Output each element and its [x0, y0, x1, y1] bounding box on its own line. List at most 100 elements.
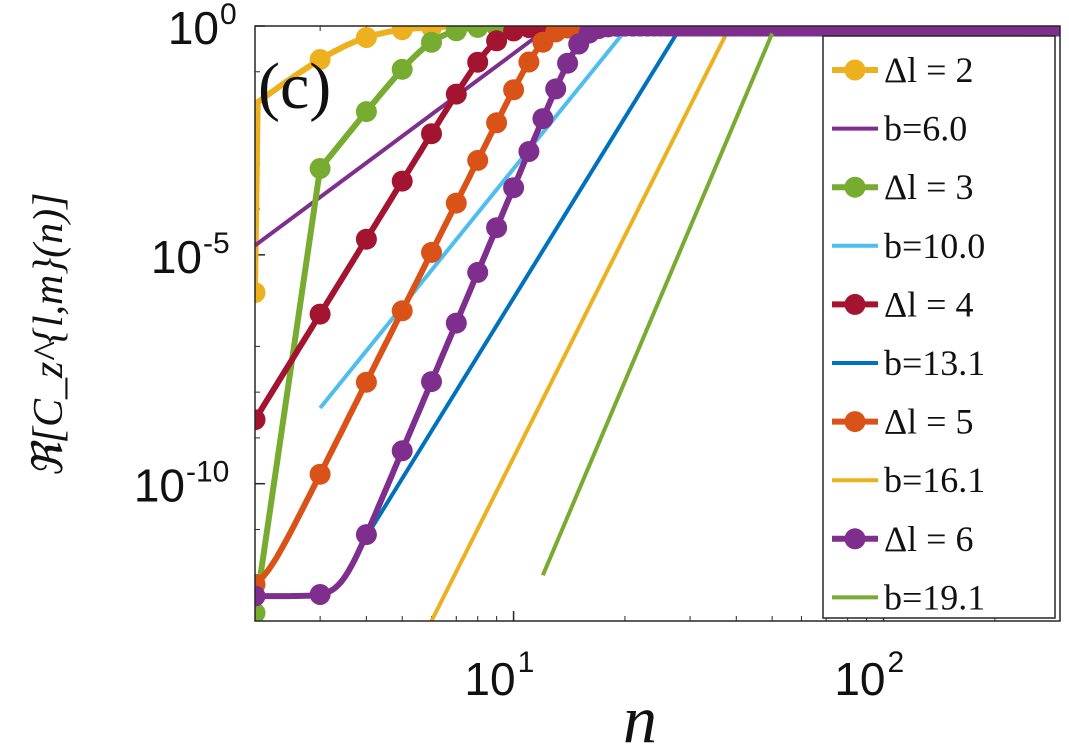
data-point [545, 78, 567, 100]
data-point [532, 108, 554, 130]
x-tick-exponent: 2 [887, 646, 904, 679]
legend-label: b=19.1 [884, 577, 985, 617]
legend-label: Δl = 3 [884, 167, 973, 207]
x-axis-label: n [623, 681, 657, 756]
series-line [255, 26, 1060, 614]
y-tick-base: 10 [134, 460, 185, 512]
legend-entry: Δl = 2 [832, 50, 973, 90]
data-point [421, 123, 442, 145]
data-point [355, 371, 377, 393]
data-point [486, 217, 508, 239]
series-line [255, 26, 1060, 587]
y-tick-base: 10 [168, 2, 219, 54]
y-axis-label: ℜ[C_z^{l,m}(n)] [26, 192, 72, 477]
data-point [309, 49, 331, 70]
legend-label: Δl = 5 [884, 402, 973, 442]
data-point [309, 463, 331, 485]
plot-frame [254, 25, 1061, 622]
legend-entry: b=19.1 [832, 577, 985, 617]
data-point [355, 101, 377, 123]
legend-swatch-marker [844, 59, 866, 81]
data-point [309, 158, 331, 179]
legend: Δl = 2 b=6.0 Δl = 3 b=10.0 Δl = 4 b=13.1 Δl = … [822, 35, 1056, 619]
data-point [503, 177, 525, 199]
data-point [503, 79, 525, 101]
data-point [467, 26, 489, 38]
legend-label: b=16.1 [884, 460, 985, 500]
data-point [421, 31, 442, 53]
fit-line [429, 26, 733, 621]
data-point [309, 584, 331, 605]
legend-entry: Δl = 5 [832, 402, 973, 442]
x-tick-label: 10 1 [464, 646, 534, 705]
x-tick-exponent: 1 [518, 646, 535, 679]
data-point [467, 149, 489, 171]
data-point [309, 303, 331, 325]
fit-b=16.1 [429, 26, 733, 621]
data-point [557, 52, 579, 74]
legend-entry: Δl = 6 [832, 519, 973, 559]
data-point [355, 27, 377, 48]
fit-b=10.0 [318, 26, 632, 410]
data-point [445, 192, 467, 214]
legend-entry: Δl = 3 [832, 167, 973, 207]
fit-line [541, 32, 774, 577]
y-tick-label: 10 -5 [151, 227, 230, 283]
data-point [486, 112, 508, 134]
legend-entry: b=6.0 [832, 109, 967, 149]
x-tick-base: 10 [834, 653, 885, 705]
legend-entry: b=13.1 [832, 343, 985, 383]
legend-label: b=6.0 [884, 109, 967, 149]
legend-label: b=13.1 [884, 343, 985, 383]
legend-label: b=10.0 [884, 226, 985, 266]
y-tick-base: 10 [151, 231, 202, 283]
series-line [255, 26, 1060, 422]
data-point [391, 300, 413, 322]
y-tick-exponent: 0 [220, 0, 237, 31]
legend-swatch-marker [844, 293, 866, 315]
fit-line [360, 26, 684, 545]
legend-label: Δl = 6 [884, 519, 973, 559]
legend-swatch-marker [844, 411, 866, 433]
y-tick-exponent: -10 [186, 456, 229, 489]
legend-label: Δl = 2 [884, 50, 973, 90]
fit-b=19.1 [541, 32, 774, 577]
fit-line [255, 26, 555, 248]
fit-line [318, 26, 632, 410]
data-point [1049, 26, 1060, 37]
x-tick-label: 10 2 [834, 646, 904, 705]
x-tick-base: 10 [464, 653, 515, 705]
legend-swatch-marker [844, 176, 866, 198]
data-point [255, 409, 266, 431]
data-point [486, 30, 508, 52]
data-point [255, 585, 266, 607]
data-point [421, 371, 442, 393]
series-layer [255, 26, 1060, 621]
data-point [467, 261, 489, 283]
data-point [355, 524, 377, 546]
data-point [391, 170, 413, 192]
data-point [445, 26, 467, 42]
legend-entry: b=16.1 [832, 460, 985, 500]
data-point [445, 83, 467, 105]
legend-label: Δl = 4 [884, 284, 973, 324]
fit-b=13.1 [360, 26, 684, 545]
fit-b=6.0 [255, 26, 555, 248]
data-point [391, 26, 413, 41]
y-tick-label: 10 0 [168, 0, 237, 54]
data-point [391, 58, 413, 80]
legend-entry: Δl = 4 [832, 284, 973, 324]
data-point [255, 602, 266, 621]
x-tick-labels: 10 1 10 2 [464, 646, 904, 705]
y-tick-label: 10 -10 [134, 456, 230, 512]
data-point [255, 282, 266, 304]
data-point [391, 440, 413, 462]
panel-label: (c) [258, 50, 331, 123]
legend-swatch-marker [844, 528, 866, 550]
data-point [518, 141, 540, 162]
data-point [518, 51, 540, 73]
data-point [355, 228, 377, 250]
y-tick-exponent: -5 [203, 227, 230, 260]
